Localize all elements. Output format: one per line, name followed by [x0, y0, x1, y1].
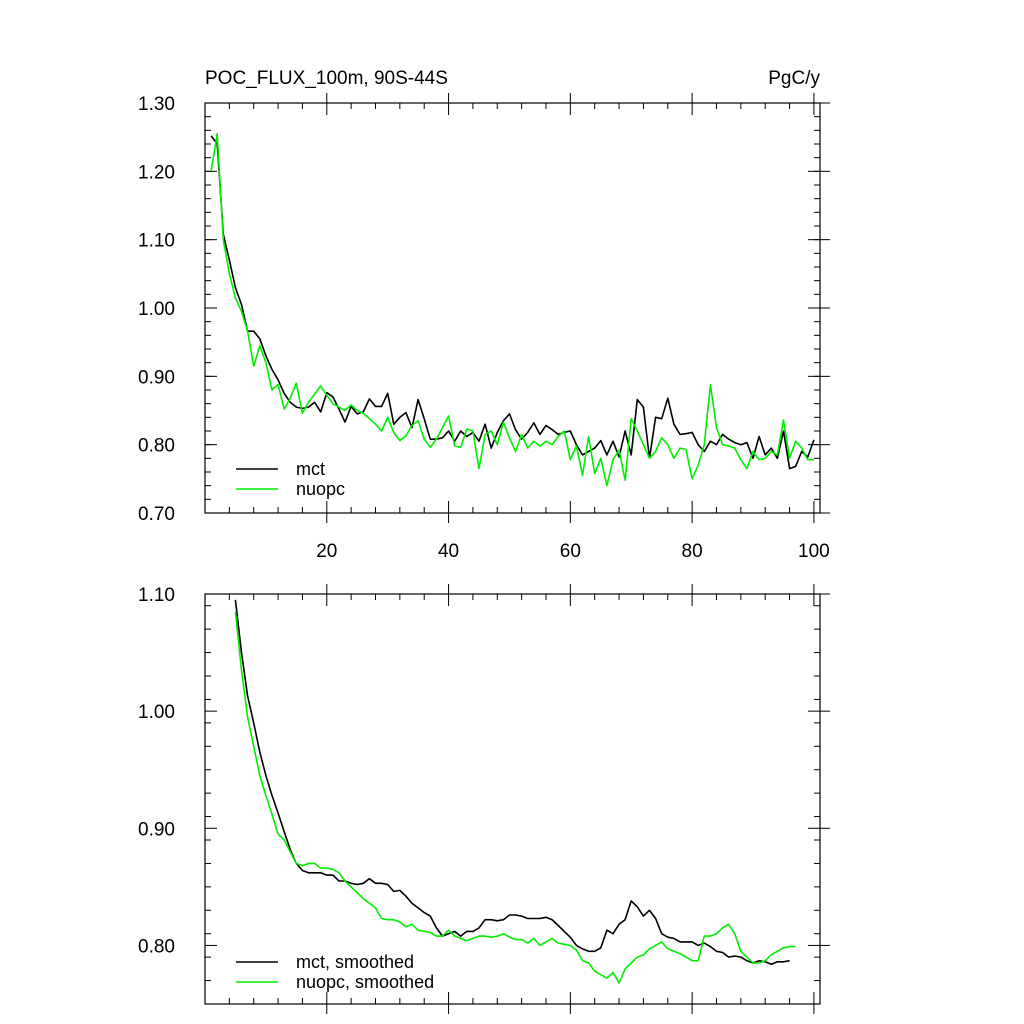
legend-label-nuopc: nuopc — [296, 479, 345, 499]
top-series-line-nuopc — [210, 133, 814, 487]
bottom-legend: mct, smoothed nuopc, smoothed — [236, 952, 434, 992]
top-x-tick-label: 20 — [316, 541, 337, 562]
top-y-tick-label: 0.90 — [138, 367, 175, 388]
top-x-tick-label: 80 — [682, 541, 703, 562]
bottom-y-tick-label: 0.80 — [138, 936, 175, 957]
bottom-series-line-nuopc-smoothed — [234, 611, 796, 984]
bottom-ticks: 0.80 0.90 1.00 1.10 — [138, 584, 830, 1014]
top-y-tick-label: 0.80 — [138, 436, 175, 457]
top-panel: 20 40 60 80 1000.700.800.901.001.101.201.30 … — [138, 68, 830, 562]
top-series — [210, 133, 815, 487]
legend-label-nuopc-smoothed: nuopc, smoothed — [296, 972, 434, 992]
top-y-tick-label: 1.10 — [138, 231, 175, 252]
top-y-tick-label: 1.30 — [138, 94, 175, 115]
legend-label-mct: mct — [296, 459, 325, 479]
top-chart-units: PgC/y — [768, 68, 820, 89]
top-x-tick-label: 100 — [798, 541, 830, 562]
top-legend: mct nuopc — [236, 459, 345, 499]
top-y-tick-label: 0.70 — [138, 504, 175, 525]
top-y-tick-label: 1.00 — [138, 299, 175, 320]
bottom-y-tick-label: 1.10 — [138, 585, 175, 606]
top-y-tick-label: 1.20 — [138, 162, 175, 183]
bottom-series-line-mct-smoothed — [234, 599, 790, 966]
bottom-y-tick-label: 0.90 — [138, 819, 175, 840]
top-x-tick-label: 60 — [560, 541, 581, 562]
top-plot-frame — [204, 102, 821, 514]
bottom-panel: 0.80 0.90 1.00 1.10 mct, smoothed nuopc, sm… — [138, 584, 830, 1014]
bottom-y-tick-label: 1.00 — [138, 702, 175, 723]
top-x-tick-label: 40 — [438, 541, 459, 562]
top-chart-title: POC_FLUX_100m, 90S-44S — [205, 68, 448, 89]
bottom-series — [234, 599, 796, 984]
bottom-plot-frame — [204, 593, 821, 1005]
top-series-line-mct — [210, 135, 815, 470]
top-ticks: 20 40 60 80 100 0.70 0.80 0.90 1.00 1.10 1.20 1.30 — [138, 93, 830, 562]
legend-label-mct-smoothed: mct, smoothed — [296, 952, 414, 972]
